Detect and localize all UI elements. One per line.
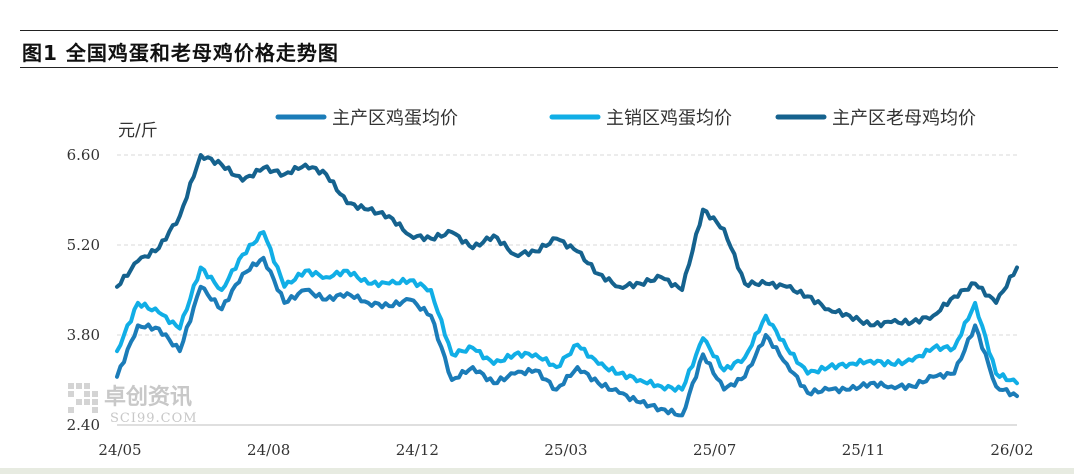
legend-label: 主销区鸡蛋均价 xyxy=(606,108,732,129)
figure-title: 图1 全国鸡蛋和老母鸡价格走势图 xyxy=(22,41,339,65)
x-tick-label: 25/03 xyxy=(544,441,587,459)
y-tick-label: 6.60 xyxy=(67,146,100,164)
watermark-en: SCI99.COM xyxy=(110,411,198,426)
watermark-cn: 卓创资讯 xyxy=(104,385,192,410)
legend: 主产区鸡蛋均价 主销区鸡蛋均价 主产区老母鸡均价 xyxy=(275,108,976,129)
x-tick-label: 24/08 xyxy=(247,441,290,459)
y-tick-label: 2.40 xyxy=(67,416,100,434)
x-tick-label: 26/02 xyxy=(990,441,1033,459)
title-bottom-rule xyxy=(20,67,1058,68)
legend-label: 主产区老母鸡均价 xyxy=(832,108,976,129)
axes: 2.40 3.80 5.20 6.60 24/05 24/08 24/12 25/03 25/0… xyxy=(67,146,1034,459)
series-line-1 xyxy=(115,255,1019,418)
y-axis-unit-label: 元/斤 xyxy=(118,121,158,141)
legend-label: 主产区鸡蛋均价 xyxy=(332,108,458,129)
series-line-2 xyxy=(115,230,1019,393)
bottom-strip xyxy=(0,468,1074,474)
series-line-3 xyxy=(115,153,1019,329)
x-tick-label: 25/11 xyxy=(842,441,885,459)
watermark-logo: 卓创资讯 SCI99.COM xyxy=(68,383,198,426)
title-top-rule xyxy=(20,30,1058,31)
y-tick-label: 5.20 xyxy=(67,236,100,254)
y-tick-label: 3.80 xyxy=(67,326,100,344)
series-lines xyxy=(115,153,1019,418)
x-tick-label: 24/12 xyxy=(396,441,439,459)
x-tick-label: 25/07 xyxy=(693,441,736,459)
watermark-mosaic-icon xyxy=(68,383,98,413)
x-tick-label: 24/05 xyxy=(98,441,141,459)
